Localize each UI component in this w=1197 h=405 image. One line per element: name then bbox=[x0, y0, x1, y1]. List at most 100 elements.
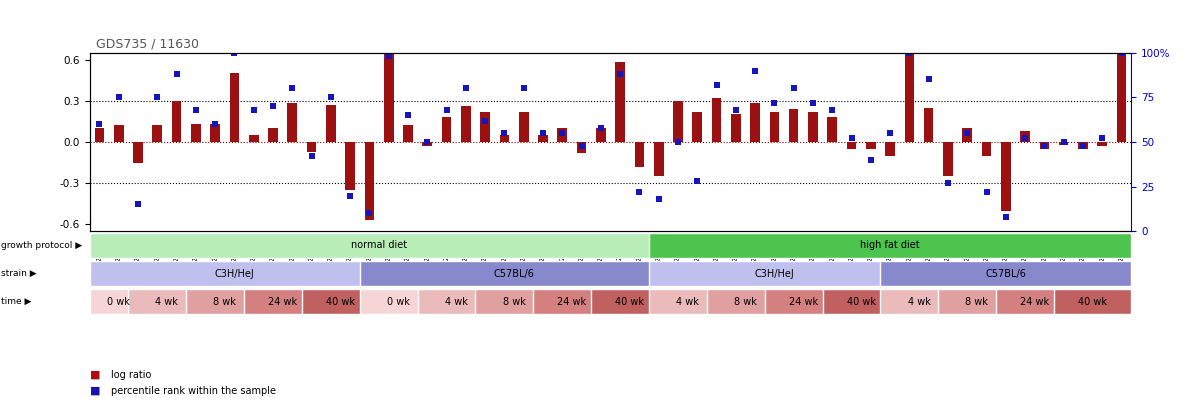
Bar bbox=[461, 106, 470, 142]
Text: 8 wk: 8 wk bbox=[213, 297, 236, 307]
Bar bbox=[128, 289, 206, 315]
Bar bbox=[1039, 142, 1050, 149]
Bar bbox=[596, 128, 606, 142]
Point bbox=[649, 196, 668, 202]
Point bbox=[360, 210, 379, 217]
Text: 4 wk: 4 wk bbox=[156, 297, 178, 307]
Point bbox=[630, 189, 649, 195]
Text: 40 wk: 40 wk bbox=[1078, 297, 1107, 307]
Bar bbox=[302, 289, 379, 315]
Bar bbox=[712, 98, 722, 142]
Point bbox=[900, 49, 919, 56]
Bar bbox=[789, 109, 798, 142]
Text: C3H/HeJ: C3H/HeJ bbox=[214, 269, 254, 279]
Bar bbox=[943, 142, 953, 176]
Point bbox=[418, 139, 437, 145]
Point bbox=[147, 94, 166, 100]
Text: 24 wk: 24 wk bbox=[789, 297, 818, 307]
Bar bbox=[475, 289, 553, 315]
Text: 40 wk: 40 wk bbox=[846, 297, 876, 307]
Bar bbox=[249, 135, 259, 142]
Point bbox=[1074, 142, 1093, 149]
Bar bbox=[827, 117, 837, 142]
Point bbox=[822, 107, 841, 113]
Bar bbox=[187, 289, 263, 315]
Text: 24 wk: 24 wk bbox=[558, 297, 587, 307]
Text: percentile rank within the sample: percentile rank within the sample bbox=[111, 386, 277, 396]
Bar bbox=[865, 142, 876, 149]
Bar bbox=[326, 105, 335, 142]
Text: normal diet: normal diet bbox=[351, 241, 407, 250]
Text: 8 wk: 8 wk bbox=[503, 297, 525, 307]
Bar bbox=[982, 142, 991, 156]
Bar bbox=[306, 142, 316, 151]
Point bbox=[534, 130, 553, 136]
Point bbox=[206, 121, 225, 127]
Bar bbox=[95, 128, 104, 142]
Bar bbox=[751, 104, 760, 142]
Point bbox=[90, 121, 109, 127]
Text: C57BL/6: C57BL/6 bbox=[985, 269, 1026, 279]
Point bbox=[938, 180, 958, 186]
Text: 0 wk: 0 wk bbox=[108, 297, 130, 307]
Text: 4 wk: 4 wk bbox=[907, 297, 930, 307]
Text: GDS735 / 11630: GDS735 / 11630 bbox=[96, 38, 199, 51]
Point bbox=[225, 49, 244, 56]
Point bbox=[977, 189, 996, 195]
Point bbox=[475, 117, 494, 124]
Bar bbox=[133, 142, 142, 162]
Text: high fat diet: high fat diet bbox=[861, 241, 920, 250]
Bar bbox=[534, 289, 610, 315]
Bar bbox=[211, 124, 220, 142]
Bar bbox=[673, 101, 682, 142]
Bar bbox=[938, 289, 1015, 315]
Text: ■: ■ bbox=[90, 386, 101, 396]
Bar bbox=[90, 289, 147, 315]
Bar bbox=[615, 62, 625, 142]
Point bbox=[437, 107, 456, 113]
Text: strain ▶: strain ▶ bbox=[1, 269, 37, 278]
Point bbox=[494, 130, 514, 136]
Text: 8 wk: 8 wk bbox=[966, 297, 989, 307]
Point bbox=[996, 214, 1015, 220]
Bar bbox=[924, 108, 934, 142]
Point bbox=[456, 85, 475, 92]
Bar bbox=[996, 289, 1074, 315]
Text: 0 wk: 0 wk bbox=[387, 297, 409, 307]
Bar bbox=[654, 142, 663, 176]
Bar bbox=[558, 128, 567, 142]
Bar bbox=[770, 112, 779, 142]
Bar bbox=[518, 112, 529, 142]
Bar bbox=[577, 142, 587, 153]
Point bbox=[187, 107, 206, 113]
Point bbox=[244, 107, 263, 113]
Bar bbox=[1059, 142, 1069, 145]
Bar bbox=[287, 104, 297, 142]
Point bbox=[841, 135, 861, 142]
Point bbox=[1093, 135, 1112, 142]
Bar bbox=[1078, 142, 1088, 149]
Bar bbox=[442, 117, 451, 142]
Bar bbox=[192, 124, 201, 142]
Point bbox=[379, 53, 399, 60]
Bar bbox=[634, 142, 644, 167]
Bar bbox=[886, 142, 895, 156]
Bar bbox=[808, 112, 818, 142]
Point bbox=[1015, 135, 1034, 142]
Text: C57BL/6: C57BL/6 bbox=[493, 269, 535, 279]
Bar bbox=[649, 233, 1131, 258]
Point bbox=[919, 76, 938, 83]
Point bbox=[958, 130, 977, 136]
Point bbox=[591, 124, 610, 131]
Bar bbox=[962, 128, 972, 142]
Bar bbox=[846, 142, 856, 149]
Bar bbox=[1020, 131, 1029, 142]
Point bbox=[861, 157, 880, 163]
Text: ■: ■ bbox=[90, 370, 101, 379]
Point bbox=[687, 178, 706, 185]
Point bbox=[572, 142, 591, 149]
Text: time ▶: time ▶ bbox=[1, 297, 31, 306]
Bar bbox=[90, 233, 668, 258]
Bar bbox=[360, 261, 668, 286]
Point bbox=[1034, 142, 1053, 149]
